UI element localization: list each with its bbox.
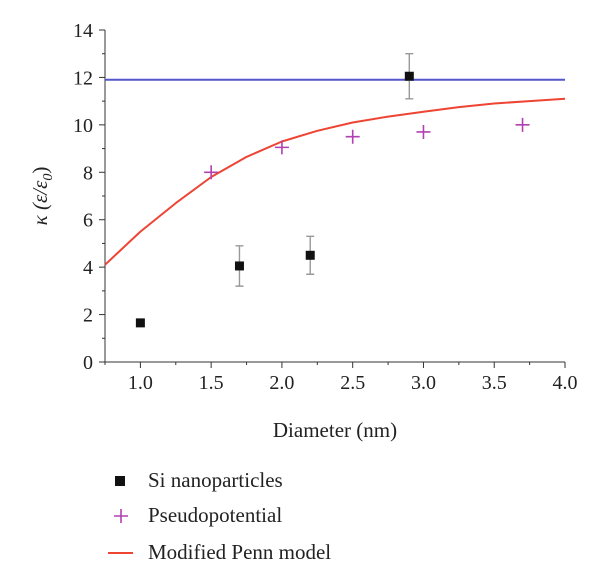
y-tick-label: 0 bbox=[83, 352, 93, 374]
y-axis-title-subscript: 0 bbox=[41, 174, 56, 181]
si-nanoparticle-point bbox=[234, 261, 244, 271]
legend-label-si-nanoparticles: Si nanoparticles bbox=[148, 468, 283, 492]
pseudopotential-point bbox=[515, 117, 530, 132]
y-axis-title: κ (ε/ε0) bbox=[28, 167, 56, 226]
y-tick-label: 4 bbox=[83, 257, 93, 279]
legend-item-pseudopotential: Pseudopotential bbox=[114, 503, 282, 527]
legend-item-si-nanoparticles: Si nanoparticles bbox=[115, 468, 283, 492]
legend-item-modified-penn-model: Modified Penn model bbox=[108, 540, 331, 564]
data-marks bbox=[104, 53, 566, 328]
legend-label-modified-penn-model: Modified Penn model bbox=[148, 540, 331, 564]
axes: 0 2 4 6 8 10 12 14 1.0 1.5 2.0 2.5 3.0 3.5 4.0 bbox=[73, 20, 578, 394]
y-tick-label: 8 bbox=[83, 162, 93, 184]
legend-marker-plus bbox=[114, 509, 128, 523]
x-axis-title: Diameter (nm) bbox=[273, 418, 397, 442]
x-tick-label: 3.5 bbox=[482, 372, 507, 394]
legend-marker-square bbox=[115, 476, 125, 486]
x-tick-label: 4.0 bbox=[553, 372, 578, 394]
pseudopotential-point bbox=[345, 129, 360, 144]
y-axis-title-main: κ (ε/ε bbox=[28, 180, 52, 225]
si-nanoparticle-point bbox=[135, 318, 145, 328]
pseudopotential-point bbox=[274, 140, 289, 155]
x-tick-label: 1.0 bbox=[128, 372, 153, 394]
pseudopotential-point bbox=[204, 165, 219, 180]
y-tick-label: 6 bbox=[83, 210, 93, 232]
y-tick-label: 10 bbox=[73, 115, 93, 137]
x-tick-label: 2.5 bbox=[340, 372, 365, 394]
x-tick-label: 1.5 bbox=[199, 372, 224, 394]
penn-model-curve bbox=[104, 97, 566, 266]
pseudopotential-point bbox=[416, 124, 431, 139]
y-tick-label: 2 bbox=[83, 305, 93, 327]
y-tick-label: 14 bbox=[73, 20, 93, 42]
y-axis-title-close: ) bbox=[28, 167, 52, 174]
svg-text:κ (ε/ε0): κ (ε/ε0) bbox=[28, 167, 56, 226]
x-tick-label: 2.0 bbox=[269, 372, 294, 394]
legend-label-pseudopotential: Pseudopotential bbox=[148, 503, 282, 527]
x-tick-label: 3.0 bbox=[411, 372, 436, 394]
legend: Si nanoparticles Pseudopotential Modifie… bbox=[108, 468, 331, 564]
si-nanoparticle-point bbox=[305, 250, 315, 260]
y-tick-label: 12 bbox=[73, 67, 93, 89]
si-nanoparticle-point bbox=[404, 71, 414, 81]
